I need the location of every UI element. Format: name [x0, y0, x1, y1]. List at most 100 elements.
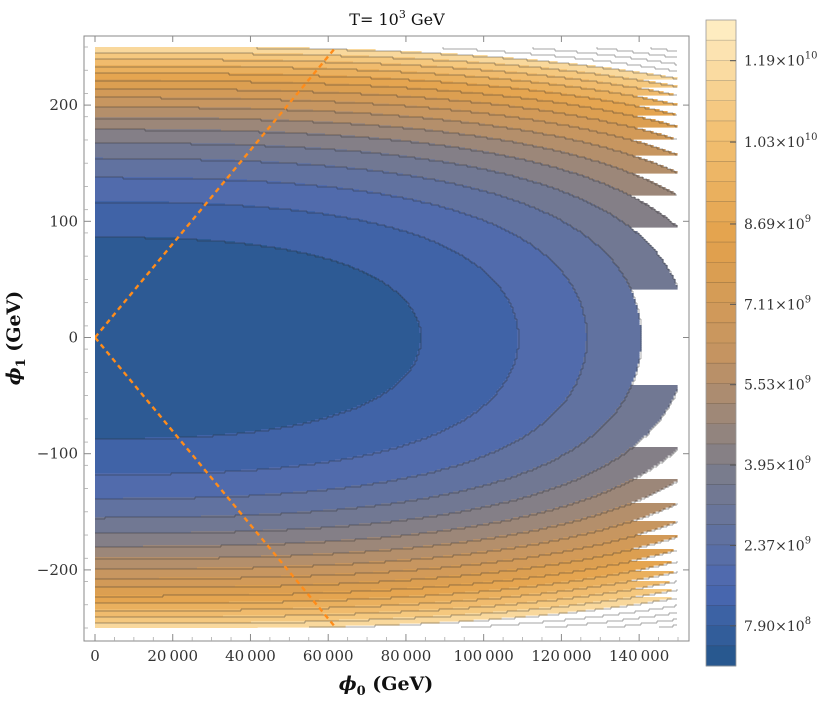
- contour-band-segment: [537, 145, 602, 148]
- contour-band-segment: [615, 457, 666, 460]
- contour-band-segment: [603, 511, 656, 514]
- contour-band-segment: [591, 567, 646, 570]
- contour-band-segment: [329, 213, 468, 216]
- contour-band-segment: [255, 205, 442, 208]
- contour-band-segment: [417, 353, 516, 356]
- contour-band-segment: [95, 195, 398, 198]
- contour-band-segment: [359, 189, 484, 192]
- contour-band-segment: [499, 153, 574, 156]
- contour-band-segment: [459, 163, 544, 166]
- contour-band-segment: [95, 613, 324, 616]
- contour-band-segment: [95, 175, 418, 178]
- contour-band-segment: [601, 89, 654, 92]
- contour-band-segment: [521, 201, 590, 204]
- contour-band-segment: [581, 367, 638, 370]
- contour-band-segment: [95, 225, 388, 228]
- contour-band-segment: [603, 423, 656, 426]
- contour-band-segment: [627, 503, 676, 506]
- contour-band-segment: [611, 257, 662, 260]
- contour-band-segment: [543, 253, 608, 256]
- contour-band-segment: [499, 225, 572, 228]
- contour-band-segment: [515, 317, 586, 320]
- contour-band-segment: [509, 303, 582, 306]
- contour-band-segment: [581, 499, 638, 502]
- contour-band-segment: [577, 377, 634, 380]
- contour-band-segment: [407, 587, 510, 590]
- contour-band-segment: [611, 185, 662, 188]
- contour-band-segment: [507, 477, 578, 480]
- contour-band-segment: [95, 401, 368, 404]
- contour-band-segment: [417, 351, 518, 354]
- contour-band-segment: [495, 393, 570, 396]
- contour-band-segment: [607, 583, 660, 586]
- contour-band-segment: [617, 111, 668, 114]
- contour-band-segment: [427, 531, 524, 534]
- contour-band-segment: [541, 251, 606, 254]
- contour-band-segment: [517, 473, 588, 476]
- contour-band-segment: [525, 239, 592, 242]
- contour-band-segment: [321, 147, 466, 150]
- contour-band-segment: [577, 229, 634, 232]
- contour-band-segment: [327, 67, 468, 70]
- contour-band-segment: [581, 305, 638, 308]
- contour-band-segment: [211, 239, 432, 242]
- contour-band-segment: [95, 583, 314, 586]
- contour-band-segment: [577, 297, 634, 300]
- contour-band-segment: [517, 333, 588, 336]
- contour-band-segment: [409, 499, 512, 502]
- contour-band-segment: [481, 455, 560, 458]
- contour-band-segment: [555, 457, 616, 460]
- colorbar-frame: [705, 19, 737, 667]
- contour-band-segment: [345, 507, 476, 510]
- contour-band-segment: [95, 621, 252, 624]
- contour-band-segment: [95, 321, 418, 324]
- contour-band-segment: [95, 539, 342, 542]
- contour-band-segment: [467, 415, 550, 418]
- contour-band-segment: [95, 271, 366, 274]
- contour-band-segment: [585, 175, 640, 178]
- contour-band-segment: [489, 221, 566, 224]
- contour-band-segment: [95, 457, 348, 460]
- colorbar-band: [706, 443, 736, 465]
- contour-band-segment: [95, 191, 374, 194]
- contour-band-segment: [513, 517, 584, 520]
- contour-band-segment: [553, 215, 616, 218]
- contour-band-segment: [619, 167, 668, 170]
- contour-band-segment: [585, 141, 642, 144]
- contour-band-segment: [439, 107, 532, 110]
- colorbar-band: [706, 423, 736, 445]
- contour-band-segment: [371, 399, 490, 402]
- contour-band-segment: [553, 411, 616, 414]
- contour-band-segment: [495, 113, 570, 116]
- contour-band-segment: [281, 89, 450, 92]
- contour-band-segment: [437, 469, 530, 472]
- contour-band-segment: [551, 413, 614, 416]
- contour-band-segment: [95, 525, 336, 528]
- contour-band-segment: [589, 237, 644, 240]
- colorbar-band: [706, 282, 736, 304]
- contour-band-segment: [95, 273, 370, 276]
- contour-band-segment: [505, 603, 578, 606]
- contour-band-segment: [585, 319, 640, 322]
- contour-band-segment: [281, 247, 450, 250]
- contour-band-segment: [557, 265, 618, 268]
- contour-band-segment: [95, 343, 420, 346]
- contour-band-segment: [587, 337, 642, 340]
- contour-band-segment: [499, 77, 574, 80]
- x-tick-label: 20 000: [147, 647, 198, 665]
- contour-band-segment: [353, 407, 480, 410]
- contour-band-segment: [383, 113, 496, 116]
- contour-band-segment: [95, 461, 322, 464]
- contour-band-segment: [415, 517, 514, 520]
- contour-band-segment: [489, 571, 566, 574]
- contour-band-segment: [327, 185, 468, 188]
- contour-band-segment: [629, 287, 678, 290]
- contour-band-segment: [241, 469, 438, 472]
- contour-band-segment: [449, 59, 538, 62]
- contour-band-segment: [159, 577, 426, 580]
- contour-band-segment: [631, 385, 678, 388]
- contour-band-segment: [563, 561, 624, 564]
- contour-band-segment: [95, 257, 326, 260]
- contour-band-segment: [625, 451, 674, 454]
